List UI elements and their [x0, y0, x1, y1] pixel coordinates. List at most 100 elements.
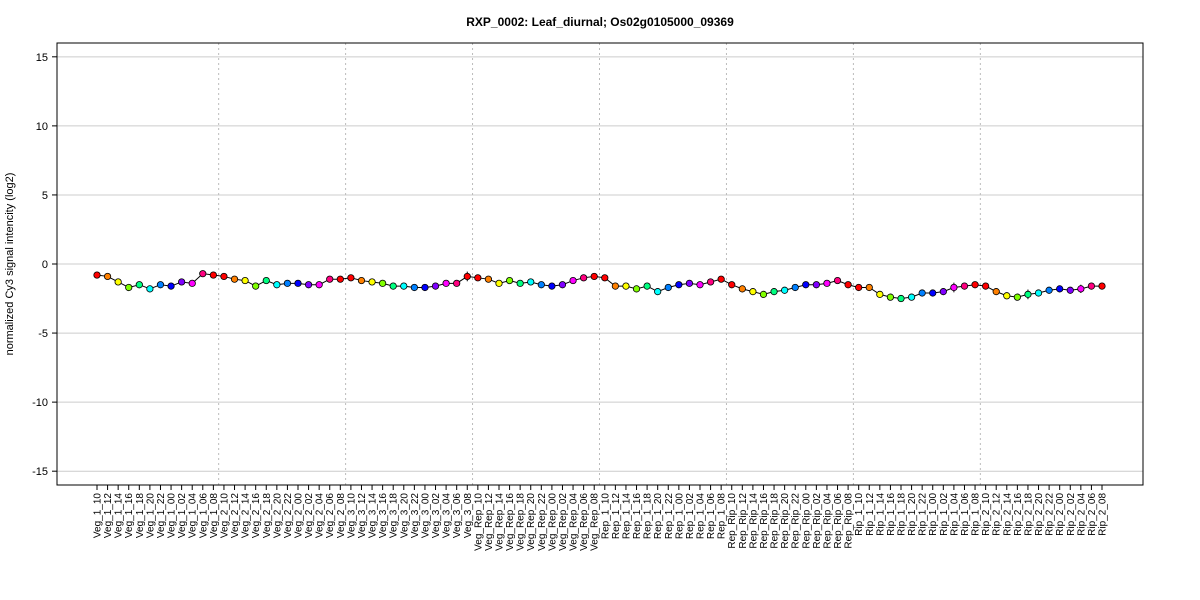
- data-point: [844, 281, 852, 289]
- x-tick-label: Rep_Rip_20: [780, 493, 791, 549]
- x-tick-label: Veg_2_12: [230, 493, 241, 538]
- x-tick-label: Veg_Rep_22: [537, 493, 548, 551]
- data-point: [379, 279, 387, 287]
- data-point: [823, 279, 831, 287]
- x-tick-label: Veg_3_04: [442, 493, 453, 538]
- x-tick-label: Rip_1_20: [907, 493, 918, 536]
- data-point: [304, 281, 313, 289]
- data-point: [199, 270, 207, 278]
- x-tick-label: Veg_1_10: [93, 493, 104, 538]
- data-point: [241, 276, 249, 285]
- data-point: [897, 294, 905, 303]
- data-point: [495, 279, 503, 287]
- x-tick-label: Rep_1_02: [685, 493, 696, 540]
- x-tick-label: Rep_1_12: [611, 493, 622, 540]
- data-point: [125, 283, 133, 292]
- data-point: [484, 275, 493, 283]
- x-tick-label: Veg_2_00: [294, 493, 305, 538]
- data-point: [273, 281, 281, 289]
- x-tick-label: Rip_1_02: [939, 493, 950, 536]
- y-axis-label: normalized Cy3 signal intencity (log2): [4, 173, 16, 356]
- x-tick-label: Rip_1_18: [897, 493, 908, 536]
- x-tick-label: Rip_2_10: [981, 493, 992, 536]
- x-tick-label: Rep_1_10: [600, 493, 611, 540]
- x-tick-label: Rep_Rip_18: [770, 493, 781, 549]
- data-point: [347, 274, 355, 282]
- data-point: [654, 288, 662, 296]
- data-point: [580, 274, 588, 282]
- data-point: [1066, 286, 1074, 294]
- data-point: [1087, 282, 1096, 290]
- x-tick-label: Veg_2_18: [262, 493, 273, 538]
- x-tick-label: Rip_1_22: [918, 493, 929, 536]
- x-tick-label: Rep_1_14: [621, 493, 632, 540]
- data-point: [336, 275, 344, 283]
- x-tick-label: Rip_2_06: [1087, 493, 1098, 536]
- data-point: [262, 276, 270, 285]
- x-tick-label: Veg_3_02: [431, 493, 442, 538]
- x-tick-label: Veg_1_02: [177, 493, 188, 538]
- x-tick-label: Rep_1_20: [653, 493, 664, 540]
- x-tick-label: Veg_2_06: [325, 493, 336, 538]
- x-tick-label: Veg_1_18: [135, 493, 146, 538]
- x-tick-label: Veg_2_10: [219, 493, 230, 538]
- data-point: [643, 282, 651, 290]
- x-tick-label: Veg_3_22: [410, 493, 421, 538]
- data-point: [622, 282, 630, 290]
- x-tick-label: Rip_2_04: [1076, 493, 1087, 536]
- x-tick-label: Rep_Rip_12: [738, 493, 749, 549]
- data-point: [1098, 282, 1106, 290]
- x-tick-label: Veg_3_00: [420, 493, 431, 538]
- x-tick-label: Rep_1_08: [717, 493, 728, 540]
- x-tick-label: Veg_2_08: [336, 493, 347, 538]
- data-point: [357, 276, 366, 285]
- x-tick-label: Rep_Rip_00: [801, 493, 812, 549]
- data-point: [252, 282, 260, 290]
- x-tick-label: Rep_Rip_16: [759, 493, 770, 549]
- y-tick-label: 15: [36, 52, 48, 64]
- x-tick-label: Veg_Rep_00: [547, 493, 558, 551]
- data-point: [326, 275, 334, 283]
- data-point: [1077, 285, 1085, 293]
- data-point: [590, 272, 598, 281]
- data-point: [209, 271, 217, 279]
- data-point: [939, 288, 947, 296]
- data-point: [812, 281, 820, 289]
- x-tick-label: Veg_1_16: [124, 493, 135, 538]
- data-point: [982, 282, 990, 290]
- data-points: [93, 270, 1106, 303]
- x-tick-label: Veg_3_14: [368, 493, 379, 538]
- y-tick-label: 0: [42, 259, 48, 271]
- x-tick-label: Veg_Rep_20: [526, 493, 537, 551]
- data-point: [474, 274, 482, 282]
- data-point: [453, 279, 461, 287]
- data-point: [1034, 289, 1043, 297]
- x-tick-label: Veg_1_04: [188, 493, 199, 538]
- x-tick-label: Rip_2_12: [992, 493, 1003, 536]
- data-point: [558, 281, 567, 289]
- x-tick-label: Rip_2_20: [1034, 493, 1045, 536]
- x-tick-label: Veg_Rep_10: [473, 493, 484, 551]
- data-point: [103, 272, 112, 281]
- x-tick-label: Veg_3_12: [357, 493, 368, 538]
- x-tick-label: Veg_3_10: [346, 493, 357, 538]
- x-tick-label: Rip_1_00: [928, 493, 939, 536]
- data-point: [696, 281, 704, 289]
- data-point: [114, 278, 122, 286]
- x-tick-label: Rep_Rip_04: [822, 493, 833, 549]
- data-point: [1024, 290, 1032, 298]
- data-point: [950, 283, 958, 292]
- y-tick-label: -15: [32, 466, 48, 478]
- data-point: [886, 293, 895, 301]
- x-tick-label: Veg_Rep_08: [590, 493, 601, 551]
- data-point: [400, 282, 408, 290]
- x-tick-label: Rep_1_16: [632, 493, 643, 540]
- x-tick-label: Veg_Rep_16: [505, 493, 516, 551]
- data-point: [220, 272, 228, 281]
- x-tick-label: Veg_3_08: [463, 493, 474, 538]
- data-point: [855, 283, 863, 292]
- data-point: [1013, 293, 1021, 301]
- data-point: [907, 293, 916, 301]
- x-tick-label: Veg_2_04: [315, 493, 326, 538]
- data-point: [770, 288, 778, 296]
